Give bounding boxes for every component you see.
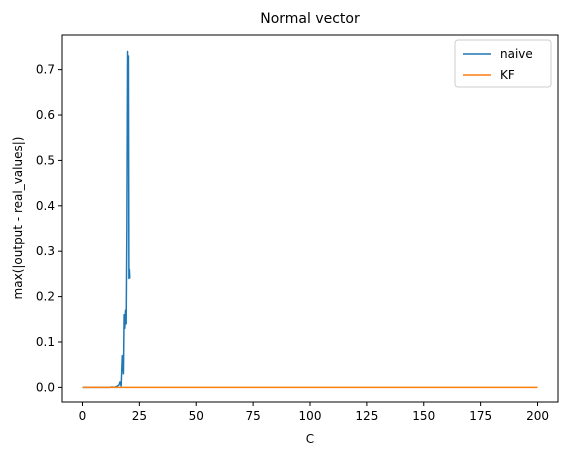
plot-area <box>61 34 559 403</box>
y-tick-label: 0.5 <box>36 153 55 167</box>
x-tick-label: 100 <box>299 409 322 423</box>
legend: naive KF <box>454 39 552 88</box>
x-tick-label: 150 <box>412 409 435 423</box>
y-tick-label: 0.6 <box>36 108 55 122</box>
y-tick-label: 0.7 <box>36 63 55 77</box>
y-axis-label: max(|output - real_values|) <box>11 137 25 300</box>
x-tick-label: 125 <box>355 409 378 423</box>
y-tick-label: 0.3 <box>36 244 55 258</box>
x-tick-label: 50 <box>189 409 204 423</box>
y-axis: 0.0 0.1 0.2 0.3 0.4 0.5 0.6 0.7 <box>36 63 62 394</box>
y-tick-label: 0.2 <box>36 290 55 304</box>
x-tick-label: 200 <box>526 409 549 423</box>
y-tick-label: 0.1 <box>36 335 55 349</box>
chart-title: Normal vector <box>260 11 360 27</box>
x-tick-label: 175 <box>469 409 492 423</box>
x-axis-label: C <box>306 432 314 446</box>
y-tick-label: 0.0 <box>36 380 55 394</box>
legend-label-kf: KF <box>500 68 515 82</box>
x-axis: 0 25 50 75 100 125 150 175 200 <box>79 402 549 423</box>
x-tick-label: 75 <box>245 409 260 423</box>
legend-label-naive: naive <box>500 47 533 61</box>
series-layer <box>82 50 538 389</box>
series-line-naive <box>82 50 131 389</box>
x-tick-label: 25 <box>132 409 147 423</box>
plot-frame <box>61 34 559 403</box>
y-tick-label: 0.4 <box>36 199 55 213</box>
x-tick-label: 0 <box>79 409 87 423</box>
